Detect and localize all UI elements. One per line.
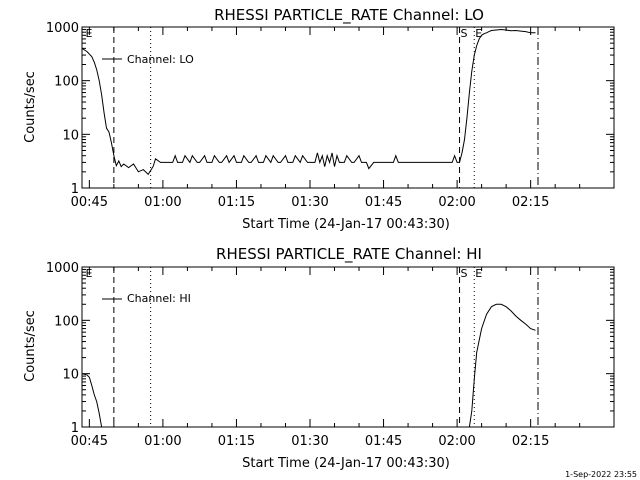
x-tick-label-lo: 02:00: [438, 195, 475, 210]
x-tick-label-hi: 01:15: [218, 434, 255, 449]
event-marker-label-lo: E: [85, 27, 92, 40]
y-axis-label-lo: Counts/sec: [23, 71, 38, 143]
y-tick-label-lo: 100: [54, 75, 79, 90]
y-axis-label-hi: Counts/sec: [23, 310, 38, 382]
x-tick-label-hi: 01:00: [144, 434, 181, 449]
x-tick-label-lo: 00:45: [71, 195, 108, 210]
y-tick-label-lo: 10: [62, 128, 79, 143]
plot-frame-hi: [81, 266, 615, 428]
x-tick-label-hi: 01:30: [291, 434, 328, 449]
x-axis-label-lo: Start Time (24-Jan-17 00:43:30): [242, 217, 450, 232]
x-tick-label-lo: 01:15: [218, 195, 255, 210]
y-tick-label-lo: 1: [71, 182, 79, 197]
x-tick-label-lo: 02:15: [512, 195, 549, 210]
x-tick-label-lo: 01:00: [144, 195, 181, 210]
event-marker-label-hi: S: [461, 267, 468, 280]
y-tick-label-hi: 1000: [46, 261, 79, 276]
x-tick-label-hi: 02:00: [438, 434, 475, 449]
series-line-lo: [82, 28, 536, 176]
event-marker-label-lo: E: [475, 27, 482, 40]
x-axis-label-hi: Start Time (24-Jan-17 00:43:30): [242, 456, 450, 471]
y-tick-label-hi: 1: [71, 421, 79, 436]
x-tick-label-lo: 01:30: [291, 195, 328, 210]
plot-frame-lo: [81, 26, 615, 189]
y-tick-label-hi: 100: [54, 314, 79, 329]
x-tick-label-hi: 02:15: [512, 434, 549, 449]
legend-label-lo: Channel: LO: [127, 53, 194, 66]
y-tick-label-hi: 10: [62, 368, 79, 383]
x-tick-label-hi: 01:45: [365, 434, 402, 449]
panel-lo: RHESSI PARTICLE_RATE Channel: LO Counts/…: [23, 6, 615, 232]
legend-label-hi: Channel: HI: [127, 292, 191, 305]
panel-hi: RHESSI PARTICLE_RATE Channel: HI Counts/…: [23, 245, 615, 471]
chart-title-hi: RHESSI PARTICLE_RATE Channel: HI: [216, 245, 482, 264]
chart-title-lo: RHESSI PARTICLE_RATE Channel: LO: [214, 6, 484, 25]
event-marker-label-hi: E: [475, 267, 482, 280]
event-marker-label-hi: E: [85, 267, 92, 280]
x-tick-label-hi: 00:45: [71, 434, 108, 449]
timestamp-footer: 1-Sep-2022 23:55: [565, 470, 637, 479]
y-tick-label-lo: 1000: [46, 21, 79, 36]
series-line-hi: [82, 303, 536, 427]
event-marker-label-lo: S: [461, 27, 468, 40]
x-tick-label-lo: 01:45: [365, 195, 402, 210]
